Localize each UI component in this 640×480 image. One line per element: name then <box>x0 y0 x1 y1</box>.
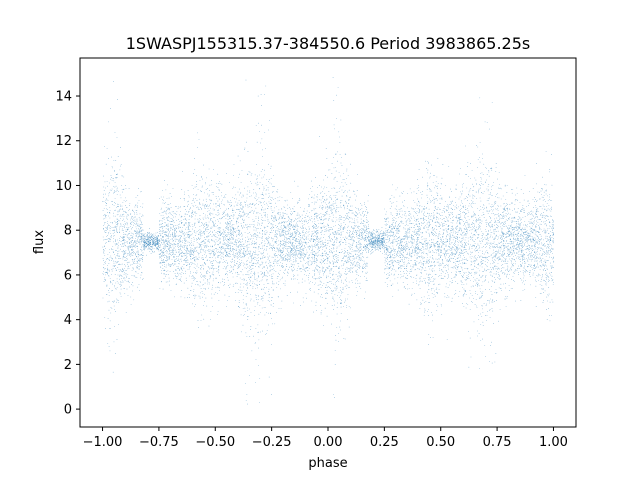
y-tick-label: 10 <box>55 179 72 194</box>
x-tick-label: −1.00 <box>83 435 123 450</box>
x-tick-label: −0.50 <box>195 435 235 450</box>
x-axis-label: phase <box>308 456 347 471</box>
y-tick-label: 4 <box>64 313 72 328</box>
x-tick-label: 0.75 <box>483 435 512 450</box>
y-tick-label: 6 <box>64 268 72 283</box>
x-tick-label: 0.25 <box>370 435 399 450</box>
x-tick-label: 0.50 <box>426 435 455 450</box>
x-tick-label: 1.00 <box>539 435 568 450</box>
y-tick-label: 8 <box>64 224 72 239</box>
chart-title: 1SWASPJ155315.37-384550.6 Period 3983865… <box>126 34 531 53</box>
y-axis: 0 2 4 6 8 10 12 14 <box>55 90 80 418</box>
x-tick-label: 0.00 <box>314 435 343 450</box>
x-axis: −1.00 −0.75 −0.50 −0.25 0.00 0.25 0.50 0.75 1.00 <box>83 427 568 450</box>
y-axis-label: flux <box>32 230 47 254</box>
y-tick-label: 14 <box>55 90 72 105</box>
x-tick-label: −0.25 <box>252 435 292 450</box>
y-tick-label: 2 <box>64 358 72 373</box>
x-tick-label: −0.75 <box>139 435 179 450</box>
y-tick-label: 12 <box>55 134 72 149</box>
y-tick-label: 0 <box>64 403 72 418</box>
